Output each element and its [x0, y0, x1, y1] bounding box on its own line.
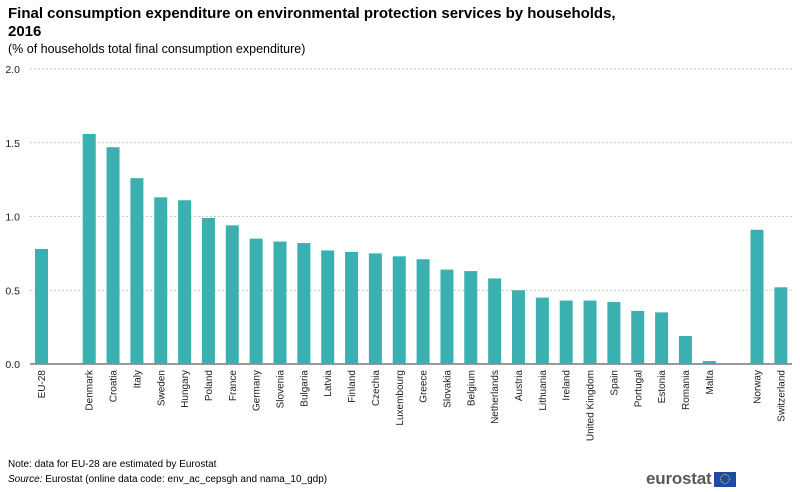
x-tick-label: Netherlands [490, 370, 501, 424]
bar-sweden [154, 197, 168, 364]
bar-germany [249, 238, 263, 364]
source-line: Source: Eurostat (online data code: env_… [8, 474, 327, 485]
x-tick-label: Greece [419, 370, 430, 403]
x-tick-label: Bulgaria [299, 370, 310, 407]
x-tick-label: Hungary [180, 370, 191, 408]
x-tick-label: Belgium [466, 370, 477, 406]
x-tick-label: Estonia [657, 370, 668, 404]
x-tick-label: Norway [753, 370, 764, 404]
bar-luxembourg [392, 256, 406, 364]
bar-estonia [655, 312, 669, 364]
x-tick-label: Luxembourg [395, 370, 406, 426]
y-tick-label: 2.0 [5, 64, 20, 76]
x-tick-label: Denmark [85, 369, 96, 411]
bar-chart: 0.0 0.5 1.0 1.5 2.0 EU-28 Denmark Croatia Italy S… [5, 64, 792, 441]
y-tick-label: 1.5 [5, 138, 20, 150]
x-tick-label: Austria [514, 370, 525, 402]
y-tick-label: 1.0 [5, 212, 20, 224]
x-tick-label: Sweden [156, 370, 167, 406]
x-tick-label: France [228, 370, 239, 402]
y-tick-label: 0.5 [5, 285, 20, 297]
x-tick-label: EU-28 [37, 370, 48, 399]
chart-title: Final consumption expenditure on environ… [8, 5, 616, 40]
bar-eu-28 [35, 248, 48, 364]
x-tick-label: Germany [252, 370, 263, 411]
bar-netherlands [488, 278, 502, 364]
x-tick-label: Slovenia [276, 370, 287, 409]
x-tick-label: Spain [609, 370, 620, 396]
x-tick-label: Czechia [371, 370, 382, 407]
bar-latvia [321, 250, 335, 364]
chart-subtitle: (% of households total final consumption… [8, 42, 306, 56]
x-tick-label: Latvia [323, 370, 334, 397]
x-tick-label: Slovakia [442, 370, 453, 408]
x-tick-label: Malta [705, 370, 716, 395]
eurostat-logo: eurostat [646, 468, 737, 490]
bar-slovenia [273, 241, 287, 364]
bar-italy [130, 178, 144, 364]
bar-austria [512, 290, 525, 364]
x-tick-label: Lithuania [538, 370, 549, 411]
footnote: Note: data for EU-28 are estimated by Eu… [8, 459, 217, 470]
bar-croatia [106, 147, 120, 364]
x-tick-label: Romania [681, 370, 692, 410]
source-label: Source: [8, 474, 43, 485]
x-tick-label: United Kingdom [586, 370, 597, 441]
x-tick-label: Finland [347, 370, 358, 403]
eu-flag-icon [714, 471, 737, 487]
bar-ireland [559, 300, 573, 364]
bar-norway [750, 229, 764, 364]
bar-czechia [368, 253, 382, 364]
bar-lithuania [535, 297, 549, 364]
x-tick-label: Ireland [562, 370, 573, 401]
bar-france [225, 225, 239, 364]
bar-portugal [631, 310, 645, 364]
x-tick-label: Croatia [109, 370, 120, 403]
bar-hungary [178, 200, 192, 364]
bar-bulgaria [297, 243, 311, 364]
bar-switzerland [774, 287, 788, 364]
x-tick-label: Portugal [633, 370, 644, 407]
bar-poland [201, 217, 215, 364]
bar-malta [702, 361, 716, 364]
bar-finland [345, 251, 359, 364]
x-tick-label: Switzerland [776, 370, 787, 422]
bar-romania [678, 335, 692, 364]
bar-slovakia [440, 269, 454, 364]
bar-belgium [464, 271, 478, 364]
y-tick-label: 0.0 [5, 359, 20, 371]
logo-text: eurostat [646, 469, 712, 488]
bar-greece [416, 259, 430, 364]
x-tick-label: Italy [132, 370, 143, 388]
source-text: Eurostat (online data code: env_ac_cepsg… [45, 474, 328, 485]
bar-spain [607, 302, 621, 364]
bar-denmark [82, 133, 96, 364]
x-tick-label: Poland [204, 370, 215, 401]
bar-united-kingdom [583, 300, 597, 364]
